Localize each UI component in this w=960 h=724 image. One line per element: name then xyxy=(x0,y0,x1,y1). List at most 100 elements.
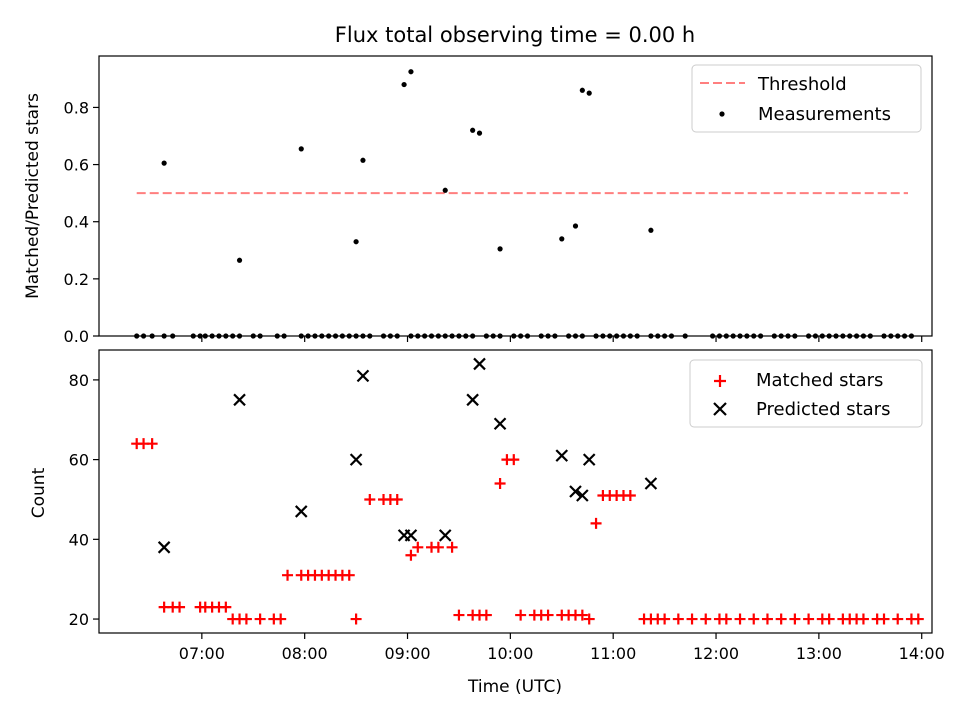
matched-star-point xyxy=(542,609,554,621)
matched-star-point xyxy=(734,613,746,625)
measurement-point xyxy=(408,69,414,75)
matched-star-point xyxy=(720,613,732,625)
predicted-star-point xyxy=(404,529,418,542)
matched-star-point xyxy=(174,601,186,613)
measurement-point xyxy=(236,257,243,263)
matched-star-point xyxy=(515,609,527,621)
matched-star-point xyxy=(761,613,773,625)
matched-star-point xyxy=(494,478,506,490)
matched-star-point xyxy=(405,549,417,561)
measurement-point xyxy=(401,81,407,88)
matched-star-point xyxy=(686,613,698,625)
matched-star-point xyxy=(220,601,232,613)
matched-star-point xyxy=(343,569,355,581)
figure-title: Flux total observing time = 0.00 h xyxy=(335,23,695,47)
bottom-x-tick-label-0: 07:00 xyxy=(179,644,225,663)
matched-star-point xyxy=(240,613,252,625)
matched-star-point xyxy=(146,438,158,450)
predicted-star-point xyxy=(438,529,452,542)
matched-points xyxy=(131,438,924,625)
matched-star-point xyxy=(446,541,458,553)
matched-star-point xyxy=(391,493,403,505)
predicted-star-point xyxy=(569,485,582,498)
top-y-axis-label: Matched/Predicted stars xyxy=(23,93,43,299)
bottom-x-tick-label-1: 08:00 xyxy=(282,644,328,663)
measurement-point xyxy=(497,246,503,252)
bottom-x-tick-label-2: 09:00 xyxy=(384,644,430,663)
matched-star-point xyxy=(659,613,671,625)
bottom-legend-box xyxy=(689,359,923,428)
matched-star-point xyxy=(878,613,890,625)
predicted-star-point xyxy=(233,393,246,407)
matched-star-point xyxy=(857,613,869,625)
measurement-point xyxy=(161,160,167,166)
bottom-x-ticks: 07:00 08:00 09:00 10:00 11:00 12:00 13:00 14:00 xyxy=(179,633,945,663)
bottom-y-tick-label-1: 40 xyxy=(69,530,89,549)
matched-star-point xyxy=(892,613,904,625)
matched-star-point xyxy=(254,613,266,625)
matched-star-point xyxy=(672,613,684,625)
legend-measurements-label: Measurements xyxy=(758,104,891,125)
top-plot-frame xyxy=(98,55,933,337)
top-y-tick-label-0: 0.0 xyxy=(64,327,89,346)
matched-star-point xyxy=(364,493,376,505)
top-y-tick-label-2: 0.4 xyxy=(64,213,89,232)
top-legend-box xyxy=(691,64,922,133)
matched-star-point xyxy=(823,613,835,625)
predicted-star-point xyxy=(466,393,479,407)
bottom-x-tick-label-4: 11:00 xyxy=(590,644,636,663)
top-legend: Threshold Measurements xyxy=(691,64,922,133)
top-panel: 0.00.20.40.60.8 Matched/Predicted stars … xyxy=(23,55,933,346)
top-y-ticks: 0.0 0.2 0.4 0.6 0.8 xyxy=(64,98,99,346)
legend-threshold-label: Threshold xyxy=(757,74,847,95)
bottom-y-axis-label: Count xyxy=(29,467,49,518)
matched-star-point xyxy=(453,609,465,621)
x-axis-label: Time (UTC) xyxy=(467,677,562,697)
measurement-point xyxy=(559,236,565,242)
matched-star-point xyxy=(350,613,362,625)
legend-matched-label: Matched stars xyxy=(756,370,883,391)
legend-predicted-label: Predicted stars xyxy=(756,399,890,420)
predicted-star-point xyxy=(493,417,507,431)
predicted-star-point xyxy=(294,505,308,518)
measurement-point xyxy=(476,130,483,136)
measurement-points xyxy=(134,69,915,339)
matched-star-point xyxy=(789,613,801,625)
bottom-x-tick-label-5: 12:00 xyxy=(693,644,739,663)
bottom-y-ticks: 20 40 60 80 xyxy=(69,371,99,629)
top-y-tick-label-1: 0.2 xyxy=(64,270,89,289)
measurement-point xyxy=(648,227,654,233)
predicted-star-point xyxy=(555,449,569,462)
matched-star-point xyxy=(432,541,444,553)
matched-star-point xyxy=(282,569,294,581)
matched-star-point xyxy=(775,613,787,625)
matched-star-point xyxy=(508,454,520,466)
matched-star-point xyxy=(912,613,924,625)
measurement-point xyxy=(470,127,476,133)
bottom-panel: 20 40 60 80 07:00 08:00 09:00 10:00 11:00 12:00 1… xyxy=(29,349,945,697)
bottom-legend: Matched stars Predicted stars xyxy=(689,359,923,428)
measurement-point xyxy=(579,87,585,93)
measurement-point xyxy=(298,146,304,152)
measurement-point xyxy=(442,187,448,193)
bottom-x-tick-label-6: 13:00 xyxy=(796,644,842,663)
measurement-point xyxy=(360,157,366,163)
bottom-y-tick-label-3: 80 xyxy=(69,371,89,390)
bottom-x-tick-label-7: 14:00 xyxy=(899,644,945,663)
bottom-y-tick-label-0: 20 xyxy=(69,610,89,629)
matched-star-point xyxy=(748,613,760,625)
predicted-star-point xyxy=(349,453,363,466)
predicted-points xyxy=(157,357,658,554)
predicted-star-point xyxy=(157,541,171,554)
bottom-plot-frame xyxy=(98,349,933,634)
legend-matched-swatch xyxy=(714,375,726,387)
measurement-point xyxy=(353,239,359,245)
matched-star-point xyxy=(480,609,492,621)
predicted-star-point xyxy=(576,489,589,502)
legend-measurements-swatch xyxy=(719,111,725,117)
predicted-star-point xyxy=(644,477,658,490)
predicted-star-point xyxy=(582,453,596,466)
legend-predicted-swatch xyxy=(713,402,727,416)
matched-star-point xyxy=(583,613,595,625)
